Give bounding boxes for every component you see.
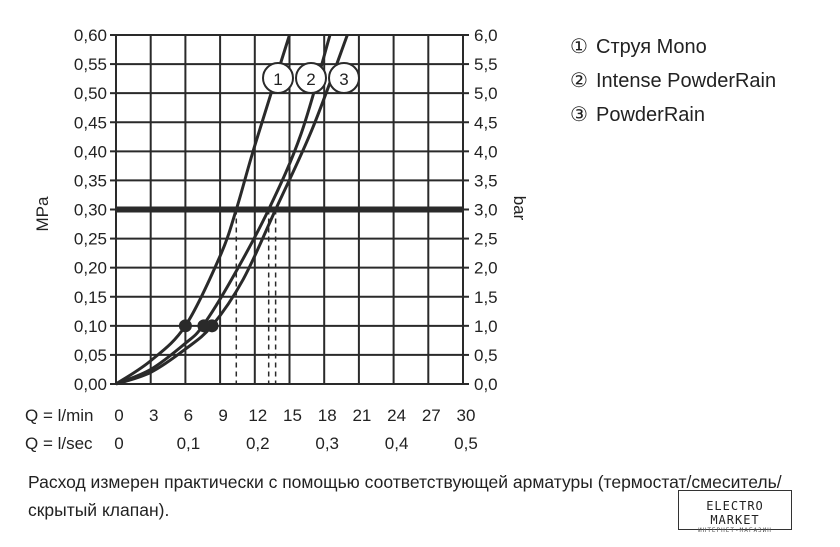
x-tick-label-lsec: 0,3 bbox=[315, 434, 339, 453]
series-marker-3 bbox=[205, 319, 219, 333]
y-tick-label-left: 0,55 bbox=[74, 55, 107, 74]
legend-label-1: Струя Mono bbox=[596, 36, 707, 58]
x-tick-label-lsec: 0,4 bbox=[385, 434, 409, 453]
x-axis: 0 3 6 9 12 15 18 21 24 27 30 0 0,1 0,2 0,3 0,4 0,5 bbox=[114, 406, 478, 453]
series-marker-1 bbox=[178, 319, 192, 333]
watermark-subtitle: ИНТЕРНЕТ-МАГАЗИН bbox=[698, 527, 772, 534]
y-tick-label-right: 4,5 bbox=[474, 113, 498, 132]
series-label-circle-3 bbox=[328, 62, 360, 94]
x-tick-label-lsec: 0,2 bbox=[246, 434, 270, 453]
y-tick-label-left: 0,35 bbox=[74, 171, 107, 190]
y-tick-label-right: 3,0 bbox=[474, 201, 498, 220]
series-label-3: 3 bbox=[339, 70, 348, 89]
y-tick-label-left: 0,60 bbox=[74, 26, 107, 45]
x-tick-label-lmin: 0 bbox=[114, 406, 123, 425]
series-line-1 bbox=[115, 34, 291, 386]
x-axis-row2-label: Q = l/sec bbox=[25, 434, 93, 453]
y-tick-label-left: 0,25 bbox=[74, 230, 107, 249]
legend-item-3: ③ PowderRain bbox=[570, 98, 776, 132]
legend-item-2: ② Intense PowderRain bbox=[570, 64, 776, 98]
x-axis-row1-label: Q = l/min bbox=[25, 406, 94, 425]
x-tick-label-lmin: 18 bbox=[318, 406, 337, 425]
y-tick-label-left: 0,20 bbox=[74, 259, 107, 278]
x-tick-label-lmin: 3 bbox=[149, 406, 158, 425]
y-tick-label-left: 0,45 bbox=[74, 113, 107, 132]
x-tick-label-lmin: 6 bbox=[184, 406, 193, 425]
legend-label-2: Intense PowderRain bbox=[596, 70, 777, 92]
y-axis-title-right: bar bbox=[510, 196, 529, 221]
y-tick-label-right: 0,5 bbox=[474, 346, 498, 365]
y-tick-label-right: 2,5 bbox=[474, 230, 498, 249]
x-tick-label-lsec: 0,1 bbox=[177, 434, 201, 453]
series-label-circle-2 bbox=[295, 62, 327, 94]
legend-number-2: ② bbox=[570, 70, 588, 92]
y-axis-right: 0,0 0,5 1,0 1,5 2,0 2,5 3,0 3,5 4,0 4,5 5,0 5,5 6,0 bbox=[463, 26, 498, 394]
legend-item-1: ① Струя Mono bbox=[570, 30, 776, 64]
footnote-text: Расход измерен практически с помощью соо… bbox=[28, 472, 782, 520]
legend-number-1: ① bbox=[570, 36, 588, 58]
y-axis-left: 0,00 0,05 0,10 0,15 0,20 0,25 0,30 0,35 0,40 0,45… bbox=[74, 26, 116, 394]
watermark-title: ELECTRO MARKET bbox=[706, 499, 764, 527]
y-axis-title-left: MPa bbox=[33, 196, 52, 232]
pressure-flow-chart: 0,000,050,100,150,200,250,300,350,400,45… bbox=[25, 26, 529, 453]
x-tick-label-lmin: 9 bbox=[218, 406, 227, 425]
x-tick-label-lmin: 24 bbox=[387, 406, 406, 425]
y-tick-label-left: 0,50 bbox=[74, 84, 107, 103]
y-tick-label-right: 3,5 bbox=[474, 171, 498, 190]
y-tick-label-right: 5,0 bbox=[474, 84, 498, 103]
y-tick-label-left: 0,00 bbox=[74, 375, 107, 394]
x-tick-label-lmin: 15 bbox=[283, 406, 302, 425]
series-line-2 bbox=[115, 34, 332, 386]
y-tick-label-right: 6,0 bbox=[474, 26, 498, 45]
legend-label-3: PowderRain bbox=[596, 104, 705, 126]
x-tick-label-lmin: 27 bbox=[422, 406, 441, 425]
x-tick-label-lmin: 12 bbox=[248, 406, 267, 425]
x-tick-label-lmin: 30 bbox=[457, 406, 476, 425]
y-tick-label-left: 0,40 bbox=[74, 142, 107, 161]
series-label-2: 2 bbox=[306, 70, 315, 89]
series-lines: 1 2 3 bbox=[115, 34, 463, 386]
y-tick-label-right: 1,0 bbox=[474, 317, 498, 336]
x-tick-label-lsec: 0 bbox=[114, 434, 123, 453]
y-tick-label-left: 0,05 bbox=[74, 346, 107, 365]
series-label-1: 1 bbox=[273, 70, 282, 89]
series-label-circle-1 bbox=[262, 62, 294, 94]
y-tick-label-right: 5,5 bbox=[474, 55, 498, 74]
y-tick-label-left: 0,15 bbox=[74, 288, 107, 307]
series-line-3 bbox=[115, 34, 349, 386]
y-tick-label-right: 2,0 bbox=[474, 259, 498, 278]
legend-number-3: ③ bbox=[570, 104, 588, 126]
watermark-logo: ELECTRO MARKET ИНТЕРНЕТ-МАГАЗИН bbox=[678, 490, 792, 534]
x-tick-label-lmin: 21 bbox=[352, 406, 371, 425]
y-tick-label-right: 0,0 bbox=[474, 375, 498, 394]
x-tick-label-lsec: 0,5 bbox=[454, 434, 478, 453]
y-tick-label-left: 0,30 bbox=[74, 201, 107, 220]
y-tick-label-right: 1,5 bbox=[474, 288, 498, 307]
y-tick-label-right: 4,0 bbox=[474, 142, 498, 161]
chart-legend: ① Струя Mono ② Intense PowderRain ③ PowderR… bbox=[570, 30, 776, 132]
y-tick-label-left: 0,10 bbox=[74, 317, 107, 336]
